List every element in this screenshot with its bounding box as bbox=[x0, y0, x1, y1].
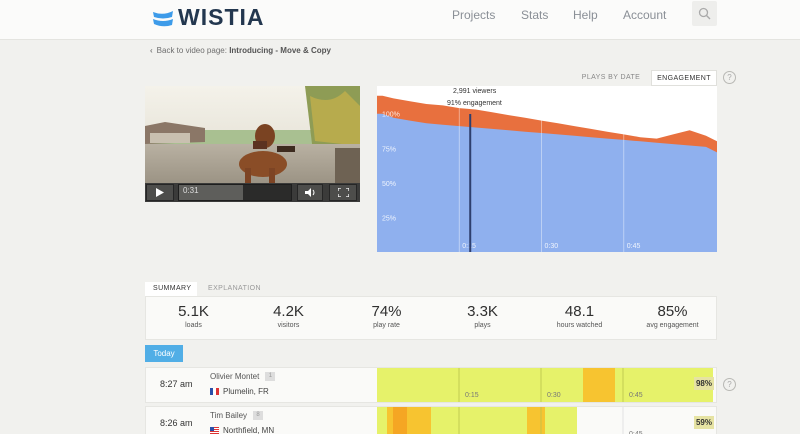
viewer-location: Plumelin, FR bbox=[210, 387, 269, 396]
viewer-count-badge: 1 bbox=[265, 372, 276, 382]
stat-loads: 5.1K loads bbox=[146, 303, 241, 329]
viewer-location-text: Northfield, MN bbox=[223, 426, 275, 434]
volume-button[interactable] bbox=[297, 184, 323, 201]
us-flag-icon bbox=[210, 427, 219, 434]
top-bar: WISTIA Projects Stats Help Account bbox=[0, 0, 800, 40]
stat-value: 85% bbox=[657, 303, 688, 320]
stat-label: plays bbox=[474, 322, 491, 329]
stat-visitors: 4.2K visitors bbox=[241, 303, 336, 329]
stat-label: play rate bbox=[373, 322, 400, 329]
viewer-location-text: Plumelin, FR bbox=[223, 387, 269, 396]
chart-engagement-label: 91% engagement bbox=[447, 100, 502, 107]
chart-viewers-label: 2,991 viewers bbox=[453, 88, 497, 95]
search-icon bbox=[698, 7, 711, 20]
stat-value: 3.3K bbox=[467, 303, 498, 320]
chevron-left-icon: ‹ bbox=[150, 46, 153, 55]
breadcrumb[interactable]: ‹ Back to video page: Introducing - Move … bbox=[150, 46, 331, 55]
brand-name: WISTIA bbox=[178, 4, 265, 30]
fullscreen-button[interactable] bbox=[329, 184, 357, 201]
viewer-location: Northfield, MN bbox=[210, 426, 274, 434]
heatmap-tick: 0:15 bbox=[465, 392, 479, 399]
stat-value: 48.1 bbox=[564, 303, 595, 320]
viewer-name-text: Olivier Montet bbox=[210, 372, 260, 381]
stat-play-rate: 74% play rate bbox=[339, 303, 434, 329]
summary-stats: 5.1K loads 4.2K visitors 74% play rate 3.3K… bbox=[145, 296, 717, 340]
tab-engagement[interactable]: ENGAGEMENT bbox=[651, 70, 717, 86]
heatmap-tick: 0:45 bbox=[629, 431, 643, 434]
stat-label: hours watched bbox=[556, 322, 603, 329]
stat-label: avg engagement bbox=[646, 322, 699, 329]
viewer-count-badge: 8 bbox=[253, 411, 264, 421]
france-flag-icon bbox=[210, 388, 219, 396]
chart-y-tick: 50% bbox=[382, 181, 396, 188]
nav-stats[interactable]: Stats bbox=[521, 8, 549, 22]
chart-x-tick: 0:15 bbox=[462, 243, 476, 250]
chart-x-tick: 0:30 bbox=[545, 243, 559, 250]
viewer-percent: 59% bbox=[693, 416, 714, 429]
today-badge: Today bbox=[145, 345, 183, 362]
stat-label: visitors bbox=[277, 322, 300, 329]
breadcrumb-video-title[interactable]: Introducing - Move & Copy bbox=[229, 46, 331, 55]
viewer-heatmap: 0:45 bbox=[377, 407, 713, 434]
stat-value: 5.1K bbox=[178, 303, 209, 320]
stat-hours-watched: 48.1 hours watched bbox=[532, 303, 627, 329]
stat-value: 4.2K bbox=[273, 303, 304, 320]
viewer-name-text: Tim Bailey bbox=[210, 411, 248, 420]
wistia-logo[interactable]: WISTIA bbox=[152, 4, 265, 31]
help-icon[interactable]: ? bbox=[723, 71, 736, 84]
play-button[interactable] bbox=[146, 184, 174, 201]
breadcrumb-prefix: Back to video page: bbox=[156, 46, 227, 55]
viewer-row[interactable]: 8:27 am Olivier Montet 1 Plumelin, FR 0:1… bbox=[145, 367, 717, 403]
viewer-name[interactable]: Tim Bailey 8 bbox=[210, 411, 264, 421]
play-icon bbox=[156, 188, 164, 197]
chart-y-tick: 25% bbox=[382, 215, 396, 222]
viewer-name[interactable]: Olivier Montet 1 bbox=[210, 372, 276, 382]
nav-account[interactable]: Account bbox=[623, 8, 667, 22]
viewer-time: 8:27 am bbox=[160, 379, 193, 389]
chart-x-tick: 0:45 bbox=[627, 243, 641, 250]
engagement-chart[interactable]: 100% 75% 50% 25% 0:15 0:30 0:45 bbox=[377, 86, 717, 252]
viewer-percent: 98% bbox=[693, 377, 714, 390]
wistia-logo-icon bbox=[153, 10, 173, 26]
nav-projects[interactable]: Projects bbox=[452, 8, 496, 22]
tab-plays-by-date[interactable]: PLAYS BY DATE bbox=[581, 74, 641, 81]
fullscreen-icon bbox=[336, 187, 350, 198]
chart-y-tick: 100% bbox=[382, 112, 400, 119]
heatmap-tick: 0:30 bbox=[547, 392, 561, 399]
search-button[interactable] bbox=[692, 1, 717, 26]
video-progress-fill bbox=[179, 185, 243, 200]
video-current-time: 0:31 bbox=[183, 186, 199, 195]
stat-value: 74% bbox=[371, 303, 402, 320]
video-progress-track[interactable] bbox=[178, 184, 292, 201]
viewer-time: 8:26 am bbox=[160, 418, 193, 428]
stat-plays: 3.3K plays bbox=[435, 303, 530, 329]
heatmap-tick: 0:45 bbox=[629, 392, 643, 399]
chart-y-tick: 75% bbox=[382, 146, 396, 153]
help-icon[interactable]: ? bbox=[723, 378, 736, 391]
tab-explanation[interactable]: EXPLANATION bbox=[208, 285, 261, 292]
tab-summary[interactable]: SUMMARY bbox=[145, 282, 197, 296]
chart-engagement-area bbox=[377, 113, 717, 252]
nav-help[interactable]: Help bbox=[573, 8, 598, 22]
stat-label: loads bbox=[185, 322, 202, 329]
volume-icon bbox=[304, 188, 314, 197]
viewer-heatmap: 0:15 0:30 0:45 bbox=[377, 368, 713, 402]
stat-avg-engagement: 85% avg engagement bbox=[625, 303, 720, 329]
